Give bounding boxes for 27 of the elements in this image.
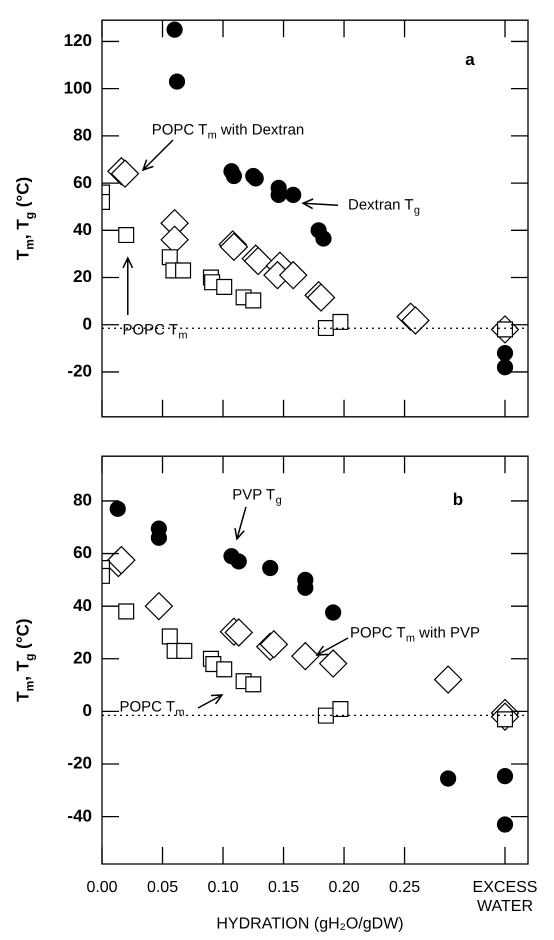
- x-tick-label: EXCESS WATER: [472, 879, 538, 916]
- y-axis-title: Tm, Tg (°C): [14, 176, 36, 260]
- y-axis-title: Tm, Tg (°C): [14, 618, 36, 702]
- y-tick-label: -40: [67, 806, 92, 826]
- x-tick-label: 0.10: [207, 879, 239, 896]
- y-tick-label: 0: [82, 314, 92, 334]
- y-tick-label: 60: [73, 172, 92, 192]
- y-tick-label: 20: [73, 648, 92, 668]
- y-tick-label: 100: [64, 78, 92, 98]
- y-tick-label: -20: [67, 754, 92, 773]
- x-tick-label: 0.00: [86, 879, 118, 896]
- y-tick-label: 40: [73, 596, 92, 615]
- annotation: b: [452, 490, 464, 509]
- y-tick-label: 80: [73, 126, 92, 145]
- x-tick-label: 0.25: [388, 879, 420, 896]
- x-tick-label: 0.15: [268, 879, 300, 896]
- y-tick-label: 40: [73, 220, 92, 239]
- y-tick-label: -20: [67, 362, 92, 381]
- y-tick-label: 120: [64, 31, 92, 50]
- y-tick-label: 0: [82, 701, 92, 720]
- y-tick-label: 60: [73, 543, 92, 562]
- x-tick-label: 0.20: [328, 879, 360, 896]
- x-axis-title: HYDRATION (gH₂O/gDW): [216, 915, 404, 932]
- y-tick-label: 80: [73, 490, 92, 510]
- annotation: a: [465, 50, 476, 69]
- x-tick-label: 0.05: [146, 879, 178, 896]
- y-tick-label: 20: [73, 267, 92, 286]
